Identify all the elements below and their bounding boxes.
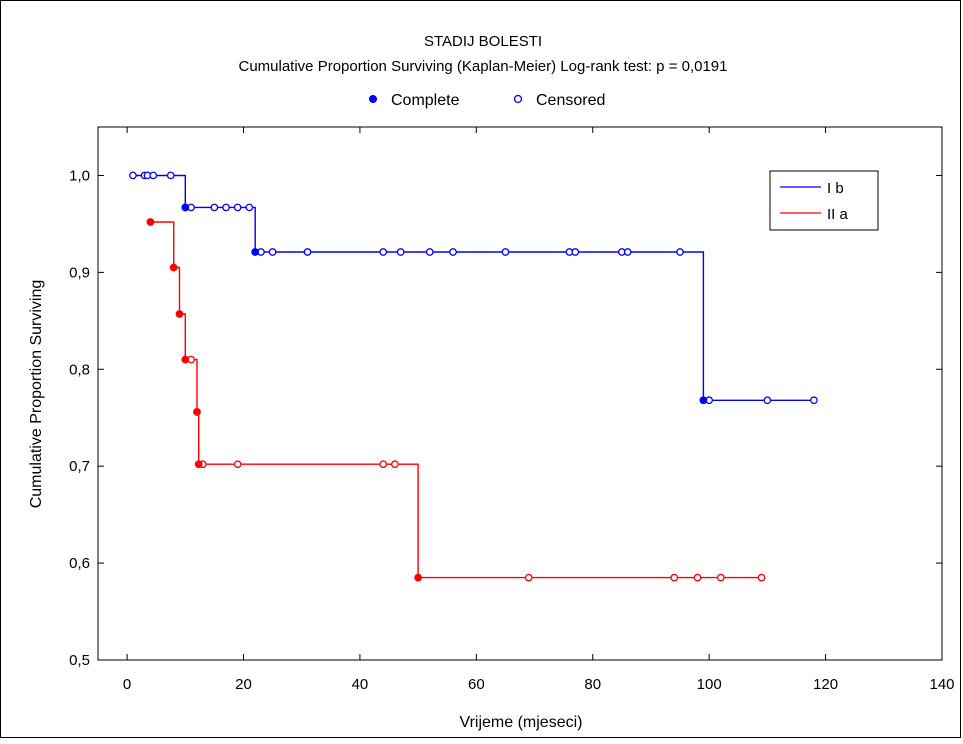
x-tick-label: 140 — [929, 676, 954, 693]
x-tick-label: 0 — [123, 676, 131, 693]
censored-point — [129, 171, 137, 180]
censored-point — [676, 248, 684, 256]
complete-point — [181, 203, 190, 212]
censored-point — [449, 248, 457, 256]
complete-point — [146, 218, 155, 226]
censored-point — [233, 203, 242, 212]
censored-point — [425, 248, 434, 256]
censored-point — [716, 573, 725, 582]
y-tick-label: 0,6 — [69, 555, 90, 572]
y-tick-label: 0,7 — [69, 458, 90, 475]
series-legend: I b II a — [769, 170, 879, 231]
censored-point — [501, 248, 510, 256]
complete-point — [251, 248, 260, 256]
censored-point — [222, 203, 230, 212]
censored-point — [379, 248, 388, 256]
series-ib — [129, 171, 818, 405]
x-tick-label: 40 — [352, 676, 369, 693]
censored-point — [670, 573, 679, 582]
complete-point — [194, 460, 203, 469]
chart-subtitle: Cumulative Proportion Surviving (Kaplan-… — [239, 58, 728, 75]
plot-layer — [129, 171, 818, 582]
censored-point — [763, 396, 772, 405]
complete-point — [699, 396, 708, 405]
x-tick-label: 100 — [697, 676, 722, 693]
x-tick-label: 80 — [584, 676, 601, 693]
censored-point — [757, 573, 766, 582]
x-tick-label: 60 — [468, 676, 485, 693]
censored-legend-label: Censored — [536, 92, 605, 109]
tick-layer: 0 20 40 60 80 100 120 140 0,5 0,6 0,7 0,8 0,9 1,0 — [69, 127, 955, 693]
censored-marker-icon — [513, 94, 523, 104]
y-axis-label: Cumulative Proportion Surviving — [28, 280, 45, 509]
complete-marker-icon — [369, 95, 377, 103]
censored-point — [210, 203, 219, 212]
marker-legend: Complete Censored — [369, 92, 605, 109]
y-tick-label: 1,0 — [69, 167, 90, 184]
censored-point — [396, 248, 405, 256]
complete-point — [169, 263, 178, 272]
complete-point — [181, 355, 190, 364]
complete-point — [414, 573, 423, 582]
complete-point — [193, 408, 201, 416]
censored-point — [693, 573, 702, 582]
censored-point — [623, 248, 632, 256]
y-tick-label: 0,8 — [69, 361, 90, 378]
chart-title: STADIJ BOLESTI — [424, 33, 542, 50]
complete-legend-label: Complete — [391, 92, 460, 109]
series-legend-box — [769, 170, 879, 231]
censored-point — [391, 460, 399, 469]
censored-point — [379, 460, 388, 469]
censored-point — [233, 460, 242, 469]
y-tick-label: 0,9 — [69, 264, 90, 281]
censored-point — [303, 248, 312, 256]
series-legend-label-ib: I b — [827, 180, 844, 197]
series-legend-label-iia: II a — [827, 206, 849, 223]
censored-point — [245, 203, 254, 212]
censored-point — [268, 248, 277, 256]
x-tick-label: 120 — [813, 676, 838, 693]
series-iia — [146, 218, 766, 582]
censored-point — [810, 396, 818, 405]
x-axis-label: Vrijeme (mjeseci) — [460, 714, 583, 731]
complete-point — [175, 310, 184, 318]
censored-point — [571, 248, 580, 256]
censored-point — [524, 573, 533, 582]
y-tick-label: 0,5 — [69, 652, 90, 669]
series-step-line — [130, 174, 814, 401]
x-tick-label: 20 — [235, 676, 252, 693]
censored-point — [166, 171, 175, 180]
censored-point — [149, 171, 158, 180]
